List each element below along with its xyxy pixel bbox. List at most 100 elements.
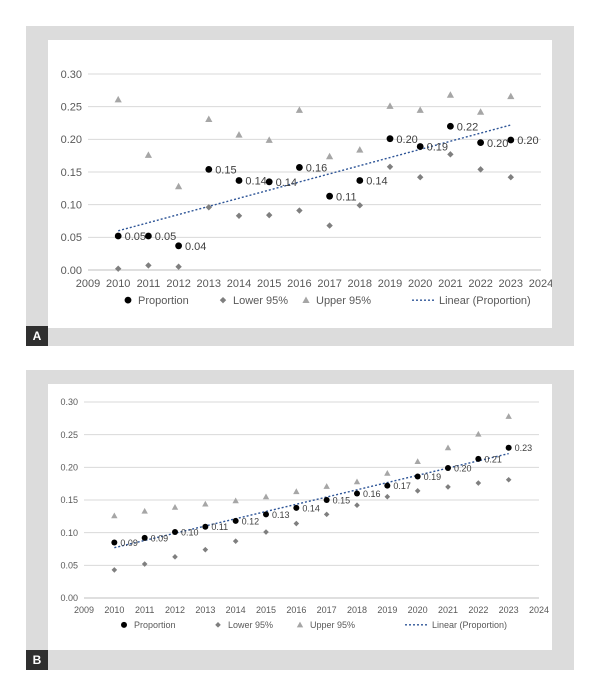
chart-b-proportion-point bbox=[293, 504, 300, 511]
chart-b-data-label: 0.11 bbox=[211, 522, 228, 532]
chart-b-x-tick-label: 2016 bbox=[286, 605, 306, 615]
chart-a-proportion-point bbox=[447, 122, 454, 130]
chart-a-x-tick-label: 2020 bbox=[408, 278, 432, 290]
chart-b-x-tick-label: 2017 bbox=[317, 605, 337, 615]
chart-b-x-tick-label: 2012 bbox=[165, 605, 185, 615]
chart-b-upper-marker bbox=[323, 483, 330, 489]
chart-b-proportion-point bbox=[141, 534, 148, 541]
chart-a-proportion-point bbox=[145, 232, 152, 240]
chart-a-proportion-point bbox=[386, 135, 394, 143]
chart-b-x-tick-label: 2020 bbox=[408, 605, 428, 615]
chart-a-x-tick-label: 2010 bbox=[106, 278, 130, 290]
chart-a-lower-marker bbox=[115, 265, 122, 272]
chart-a-proportion-point bbox=[296, 164, 303, 171]
chart-a-legend-lower-marker bbox=[219, 296, 227, 304]
chart-panel-b: 0.00 0.05 0.10 0.15 0.20 0.25 0.30 2009 2010 2011… bbox=[26, 370, 574, 670]
chart-a-lower-marker bbox=[175, 263, 182, 270]
chart-b-proportion-point bbox=[505, 444, 512, 451]
chart-a-x-tick-label: 2012 bbox=[166, 278, 190, 290]
chart-b-data-label: 0.15 bbox=[333, 495, 351, 505]
chart-a-data-label: 0.15 bbox=[215, 165, 236, 177]
chart-b-y-tick-label: 0.10 bbox=[60, 528, 78, 538]
chart-b-data-label: 0.10 bbox=[181, 527, 199, 537]
chart-b-lower-marker bbox=[384, 493, 391, 500]
chart-a-lower-marker bbox=[205, 204, 212, 211]
chart-b-upper-marker bbox=[505, 413, 512, 419]
chart-b-y-tick-label: 0.25 bbox=[60, 430, 78, 440]
chart-a-legend: Proportion Lower 95% Upper 95% Linear (Prop… bbox=[124, 295, 531, 307]
chart-a-data-label: 0.05 bbox=[125, 231, 146, 243]
chart-a-upper-marker bbox=[205, 115, 213, 122]
chart-b-upper-marker bbox=[171, 503, 179, 510]
chart-a-lower-marker bbox=[326, 222, 333, 229]
chart-b-data-label: 0.14 bbox=[302, 503, 320, 513]
chart-a-upper-marker bbox=[356, 146, 364, 153]
chart-b-legend-upper-marker bbox=[296, 621, 304, 628]
chart-b-upper-marker bbox=[262, 493, 270, 500]
chart-b-proportion-point bbox=[475, 455, 482, 462]
chart-b-y-tick-label: 0.05 bbox=[60, 560, 78, 570]
chart-b-lower-marker bbox=[414, 488, 421, 494]
chart-a-x-tick-label: 2024 bbox=[529, 278, 552, 290]
chart-a-upper-marker bbox=[265, 136, 273, 143]
chart-b-lower-marker bbox=[323, 511, 330, 518]
chart-b-upper-marker bbox=[444, 444, 452, 451]
chart-a-lower-marker bbox=[507, 174, 514, 181]
chart-b-legend-upper-label: Upper 95% bbox=[310, 620, 355, 630]
scatter-chart-b: 0.00 0.05 0.10 0.15 0.20 0.25 0.30 2009 2010 2011… bbox=[60, 397, 549, 630]
chart-a-x-tick-label: 2016 bbox=[287, 278, 311, 290]
chart-a-data-label: 0.20 bbox=[487, 138, 508, 150]
chart-b-proportion-point bbox=[445, 464, 451, 471]
chart-b-upper-marker bbox=[232, 497, 239, 504]
chart-b-legend-proportion-label: Proportion bbox=[134, 620, 176, 630]
chart-a-data-label: 0.22 bbox=[457, 121, 478, 133]
chart-b-legend-linear-label: Linear (Proportion) bbox=[432, 620, 507, 630]
chart-b-x-tick-label: 2013 bbox=[195, 605, 215, 615]
chart-b-proportion-point bbox=[354, 490, 360, 497]
chart-b-x-tick-label: 2022 bbox=[468, 605, 488, 615]
chart-b-x-tick-label: 2009 bbox=[74, 605, 94, 615]
chart-b-y-tick-label: 0.15 bbox=[60, 495, 78, 505]
chart-a-upper-marker bbox=[144, 151, 152, 158]
chart-a-legend-upper-label: Upper 95% bbox=[316, 295, 371, 307]
chart-b-x-tick-label: 2019 bbox=[377, 605, 397, 615]
chart-a-legend-proportion-label: Proportion bbox=[138, 295, 189, 307]
chart-card-b: 0.00 0.05 0.10 0.15 0.20 0.25 0.30 2009 2010 2011… bbox=[48, 384, 552, 650]
chart-a-lower-marker bbox=[145, 262, 152, 269]
chart-b-trendline bbox=[114, 452, 509, 549]
chart-a-upper-marker bbox=[386, 102, 394, 109]
chart-a-y-tick-label: 0.30 bbox=[61, 69, 82, 81]
chart-b-data-label: 0.09 bbox=[120, 538, 138, 548]
chart-b-x-tick-label: 2024 bbox=[529, 605, 549, 615]
chart-b-lower-marker bbox=[475, 480, 482, 486]
chart-a-y-tick-label: 0.00 bbox=[61, 265, 82, 277]
chart-b-x-tick-label: 2015 bbox=[256, 605, 276, 615]
chart-b-data-label: 0.23 bbox=[515, 443, 533, 453]
chart-b-x-tick-label: 2014 bbox=[226, 605, 246, 615]
chart-a-x-tick-label: 2018 bbox=[348, 278, 372, 290]
chart-b-upper-marker bbox=[475, 430, 482, 437]
chart-b-legend-lower-marker bbox=[215, 622, 221, 628]
chart-b-lower-marker bbox=[263, 529, 269, 535]
chart-a-data-label: 0.14 bbox=[245, 176, 266, 188]
chart-b-upper-marker bbox=[202, 500, 209, 507]
chart-b-legend-proportion-marker bbox=[121, 621, 127, 628]
chart-a-proportion-point bbox=[265, 178, 273, 186]
chart-b-data-label: 0.19 bbox=[424, 472, 442, 482]
chart-a-proportion-point bbox=[114, 232, 122, 240]
chart-b-legend: Proportion Lower 95% Upper 95% Linear (Prop… bbox=[121, 620, 507, 630]
chart-b-proportion-point bbox=[232, 517, 239, 524]
chart-b-data-label: 0.21 bbox=[484, 454, 502, 464]
chart-a-data-label: 0.04 bbox=[185, 241, 206, 253]
chart-b-upper-marker bbox=[111, 512, 118, 519]
chart-b-x-tick-label: 2011 bbox=[135, 605, 154, 615]
chart-a-x-tick-label: 2013 bbox=[197, 278, 221, 290]
chart-a-y-tick-label: 0.05 bbox=[61, 232, 82, 244]
chart-b-y-tick-label: 0.00 bbox=[60, 593, 78, 603]
chart-a-proportion-point bbox=[356, 177, 364, 184]
chart-a-data-label: 0.05 bbox=[155, 231, 176, 243]
chart-b-proportion-point bbox=[414, 473, 421, 480]
chart-b-x-tick-label: 2010 bbox=[104, 605, 124, 615]
chart-a-proportion-point bbox=[326, 192, 333, 200]
chart-a-lower-marker bbox=[356, 202, 363, 209]
